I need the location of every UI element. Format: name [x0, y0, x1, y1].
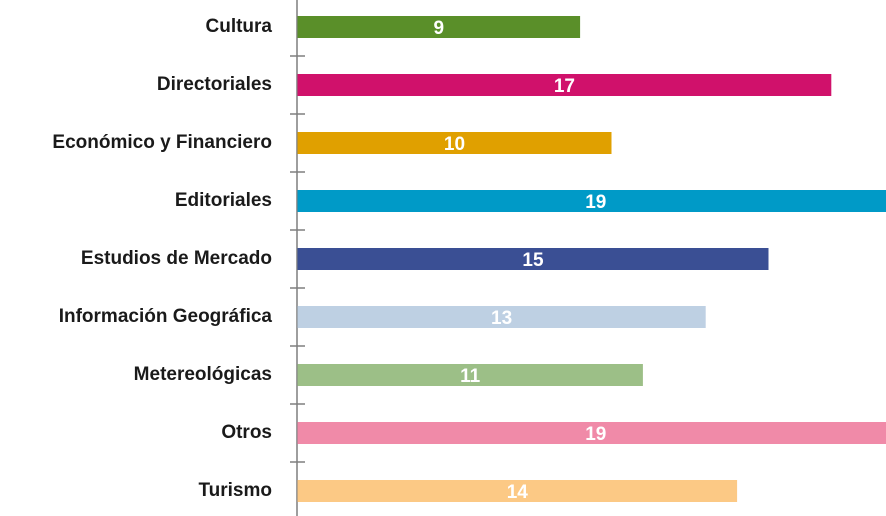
bar [297, 480, 738, 502]
value-label: 10 [444, 134, 465, 155]
value-label: 13 [491, 308, 512, 329]
value-label: 17 [554, 76, 575, 97]
value-label: 11 [460, 366, 481, 387]
bar [297, 74, 832, 96]
value-label: 19 [585, 192, 606, 213]
category-label: Económico y Financiero [52, 132, 272, 153]
category-label: Otros [221, 422, 272, 443]
bar [297, 364, 643, 386]
category-label: Información Geográfica [59, 306, 273, 327]
value-label: 14 [507, 482, 529, 503]
value-label: 15 [522, 250, 544, 271]
category-label: Estudios de Mercado [81, 248, 272, 269]
category-label: Metereológicas [134, 364, 272, 385]
bar [297, 248, 769, 270]
bar [297, 16, 581, 38]
category-label: Turismo [198, 480, 272, 501]
bar [297, 422, 886, 444]
category-label: Editoriales [175, 190, 272, 211]
category-label: Directoriales [157, 74, 272, 95]
bar [297, 190, 886, 212]
bar [297, 132, 612, 154]
value-label: 19 [585, 424, 606, 445]
bar [297, 306, 706, 328]
value-label: 9 [434, 18, 445, 39]
category-label: Cultura [206, 16, 273, 37]
